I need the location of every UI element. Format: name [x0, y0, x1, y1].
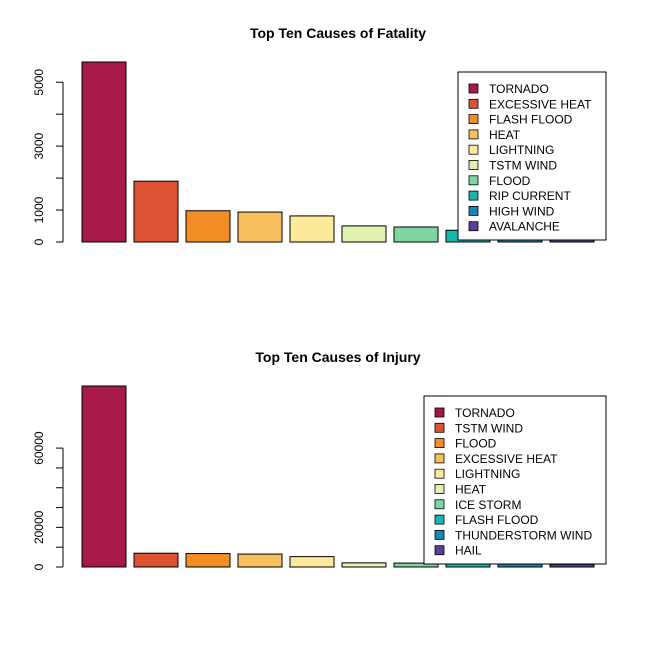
- legend-label: HIGH WIND: [489, 204, 555, 218]
- bar-lightning: [289, 215, 335, 243]
- bar-ice-storm: [393, 562, 439, 568]
- legend-label: LIGHTNING: [455, 467, 520, 481]
- legend-label: FLOOD: [489, 174, 531, 188]
- legend-label: FLASH FLOOD: [455, 513, 539, 527]
- bar-flood: [393, 226, 439, 243]
- y-tick-label: 5000: [32, 69, 46, 96]
- legend-swatch: [468, 175, 479, 186]
- legend-label: AVALANCHE: [489, 220, 560, 234]
- bar-flood: [185, 553, 231, 568]
- legend-swatch: [468, 129, 479, 140]
- legend-box: [457, 71, 607, 241]
- bar-excessive-heat: [237, 553, 283, 568]
- legend-swatch: [434, 407, 445, 418]
- y-tick-label: 60000: [32, 431, 46, 465]
- legend-label: LIGHTNING: [489, 143, 554, 157]
- legend-swatch: [434, 514, 445, 525]
- legend-label: EXCESSIVE HEAT: [455, 452, 558, 466]
- y-tick-label: 3000: [32, 132, 46, 159]
- legend-swatch: [468, 144, 479, 155]
- legend-label: HEAT: [489, 128, 521, 142]
- legend-swatch: [468, 221, 479, 232]
- legend-label: FLASH FLOOD: [489, 113, 573, 127]
- chart-panel-1: Top Ten Causes of Fatality 0 1000 3000 5000 T…: [32, 25, 607, 245]
- chart-title: Top Ten Causes of Fatality: [250, 25, 426, 41]
- bar-tstm-wind: [341, 225, 387, 243]
- legend-swatch: [468, 83, 479, 94]
- bar-tornado: [81, 385, 127, 568]
- legend-swatch: [434, 499, 445, 510]
- legend-label: TSTM WIND: [489, 159, 557, 173]
- bar-tornado: [81, 61, 127, 243]
- legend-label: TSTM WIND: [455, 421, 523, 435]
- legend-label: EXCESSIVE HEAT: [489, 97, 592, 111]
- legend-label: ICE STORM: [455, 498, 521, 512]
- legend-swatch: [434, 545, 445, 556]
- legend-label: TORNADO: [489, 82, 549, 96]
- legend-label: TORNADO: [455, 406, 515, 420]
- legend-label: HAIL: [455, 544, 482, 558]
- legend-swatch: [468, 205, 479, 216]
- legend-swatch: [468, 114, 479, 124]
- y-tick-label: 0: [32, 238, 46, 245]
- legend-swatch: [468, 160, 479, 170]
- y-tick-label: 20000: [32, 510, 46, 544]
- legend-swatch: [468, 190, 479, 201]
- bar-heat: [237, 211, 283, 243]
- bar-excessive-heat: [133, 180, 179, 243]
- y-tick-label: 1000: [32, 196, 46, 223]
- legend-swatch: [434, 422, 445, 433]
- legend-swatch: [434, 468, 445, 479]
- bar-flash-flood: [185, 210, 231, 243]
- legend-swatch: [434, 453, 445, 464]
- legend-label: THUNDERSTORM WIND: [455, 528, 592, 542]
- bar-hail: [549, 563, 595, 568]
- legend-label: FLOOD: [455, 437, 497, 451]
- legend-swatch: [434, 484, 445, 494]
- chart-title: Top Ten Causes of Injury: [255, 349, 420, 365]
- legend-box: [423, 395, 607, 565]
- bar-lightning: [289, 556, 335, 568]
- chart-panel-2: Top Ten Causes of Injury 0 20000 60000 TORNA…: [32, 349, 607, 570]
- bar-heat: [341, 562, 387, 568]
- legend-swatch: [434, 438, 445, 449]
- legend-label: RIP CURRENT: [489, 189, 571, 203]
- y-tick-label: 0: [32, 563, 46, 570]
- legend-swatch: [434, 530, 445, 540]
- legend-swatch: [468, 98, 479, 109]
- bar-tstm-wind: [133, 552, 179, 568]
- legend-label: HEAT: [455, 483, 487, 497]
